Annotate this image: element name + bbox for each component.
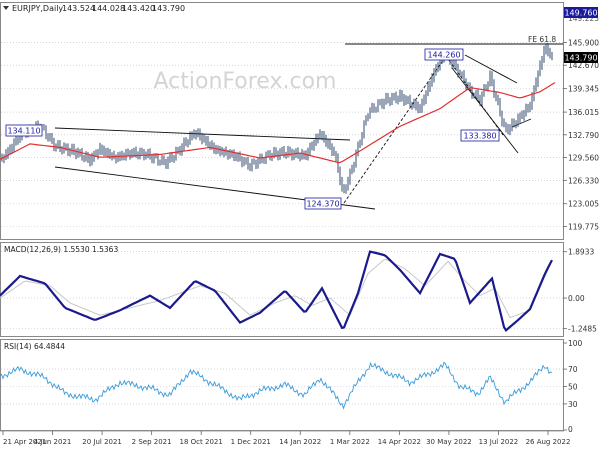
- price-tick-label: 123.005: [568, 200, 599, 209]
- annotation-box-124370: [304, 197, 342, 210]
- macd-line: [0, 250, 553, 332]
- channel-upper-line: [54, 127, 351, 141]
- price-tick-label: 139.345: [568, 85, 599, 94]
- last-price-marker: [564, 52, 598, 63]
- macd-panel: [0, 242, 564, 337]
- macd-tick-label: -1.2485: [568, 325, 597, 334]
- price-axis: 119.775 123.005 126.330 129.560 132.790 136.0…: [563, 38, 599, 231]
- time-tick-label: 18 Oct 2021: [180, 438, 223, 446]
- annotation-box-133380: [460, 129, 500, 142]
- annotation-box-144260: [424, 48, 464, 61]
- annotation-133380: 133.380: [463, 132, 496, 141]
- partial-top-label: 149.225: [568, 14, 599, 23]
- rsi-tick-label: 30: [568, 400, 578, 409]
- rsi-title: RSI(14) 64.4844: [4, 342, 65, 351]
- annotation-124370: 124.370: [306, 200, 339, 209]
- ohlc-low: 143.420: [122, 4, 155, 13]
- time-tick-label: 26 Aug 2022: [526, 438, 571, 446]
- price-annotations: 134.110 124.370 144.260 133.380 FE 61.8: [5, 35, 556, 210]
- moving-average-line: [0, 82, 556, 164]
- time-tick-label: 14 Apr 2022: [378, 438, 421, 446]
- time-tick-label: 20 Jul 2021: [82, 438, 122, 446]
- rsi-tick-label: 50: [568, 383, 578, 392]
- price-tick-label: 132.790: [568, 131, 599, 140]
- rsi-tick-label: 0: [568, 425, 573, 434]
- price-tick-label: 136.015: [568, 108, 599, 117]
- price-panel: [0, 2, 564, 240]
- rsi-panel: [0, 339, 564, 431]
- macd-tick-label: 0.00: [568, 294, 585, 303]
- price-tick-label: 145.900: [568, 38, 599, 47]
- price-tick-label: 119.775: [568, 222, 599, 231]
- last-price-marker-label: 143.790: [564, 54, 597, 63]
- time-tick-label: 1 Dec 2021: [231, 438, 271, 446]
- time-tick-label: 21 Apr 2021: [3, 438, 46, 446]
- time-tick-label: 2 Sep 2021: [132, 438, 172, 446]
- rsi-line: [0, 361, 553, 410]
- time-tick-label: 14 Jan 2022: [279, 438, 321, 446]
- chart-header: EURJPY,Daily 143.524 144.028 143.420 143…: [3, 4, 185, 13]
- top-price-marker-label: 149.760: [564, 9, 597, 18]
- macd-axis: 1.8933 0.00 -1.2485: [563, 248, 597, 334]
- top-price-marker: [564, 7, 598, 18]
- ohlc-open: 143.524: [62, 4, 95, 13]
- chart-title: EURJPY,Daily: [12, 4, 63, 13]
- resistance-line: [464, 54, 518, 84]
- price-tick-label: 126.330: [568, 176, 599, 185]
- annotation-134110: 134.110: [7, 127, 40, 136]
- support-line: [511, 118, 532, 128]
- ohlc-high: 144.028: [92, 4, 125, 13]
- annotation-box-134110: [5, 124, 43, 137]
- rsi-axis: 100 70 50 30 0: [563, 339, 583, 434]
- price-tick-label: 129.560: [568, 154, 599, 163]
- annotation-fe618: FE 61.8: [528, 35, 556, 44]
- watermark: ActionForex.com: [154, 69, 337, 94]
- ohlc-close: 143.790: [152, 4, 185, 13]
- price-tick-label: 142.670: [568, 61, 599, 70]
- time-tick-label: 30 May 2022: [426, 438, 472, 446]
- rsi-tick-label: 70: [568, 365, 578, 374]
- annotation-144260: 144.260: [427, 51, 460, 60]
- rsi-tick-label: 100: [568, 339, 583, 348]
- macd-title: MACD(12,26,9) 1.5530 1.5363: [4, 245, 118, 254]
- macd-tick-label: 1.8933: [568, 248, 594, 257]
- time-tick-label: 13 Jul 2022: [479, 438, 519, 446]
- dotted-projection-line: [445, 55, 504, 136]
- collapse-arrow-icon[interactable]: [3, 6, 9, 10]
- time-tick-label: 4 Jun 2021: [34, 438, 72, 446]
- time-tick-label: 1 Mar 2022: [330, 438, 370, 446]
